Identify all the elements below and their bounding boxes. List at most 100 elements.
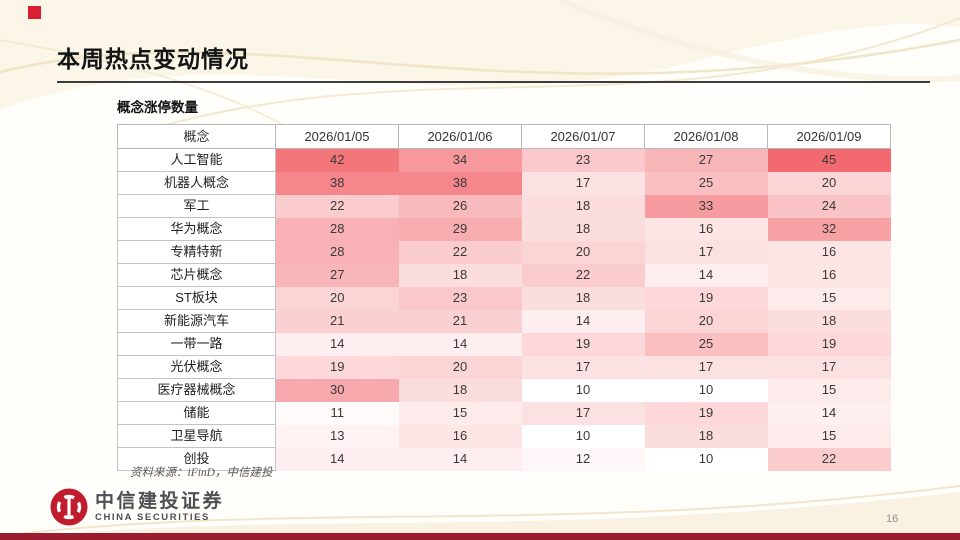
heatmap-cell: 19	[767, 332, 891, 356]
heatmap-cell: 18	[398, 263, 522, 287]
heatmap-cell: 16	[767, 263, 891, 287]
row-label: 芯片概念	[117, 263, 276, 287]
heatmap-cell: 16	[644, 217, 768, 241]
heatmap-cell: 20	[767, 171, 891, 195]
row-label: 卫星导航	[117, 424, 276, 448]
heatmap-cell: 15	[767, 286, 891, 310]
heatmap-cell: 29	[398, 217, 522, 241]
heatmap-cell: 14	[521, 309, 645, 333]
heatmap-cell: 15	[767, 378, 891, 402]
heatmap-cell: 14	[767, 401, 891, 425]
heatmap-cell: 22	[767, 447, 891, 471]
heatmap-cell: 17	[521, 171, 645, 195]
table-row: 新能源汽车 21 21 14 20 18	[117, 309, 891, 333]
table-row: 创投 14 14 12 10 22	[117, 447, 891, 471]
page-number: 16	[886, 513, 899, 525]
column-header-date: 2026/01/08	[644, 124, 768, 149]
heatmap-cell: 38	[275, 171, 399, 195]
table-row: 专精特新 28 22 20 17 16	[117, 240, 891, 264]
heatmap-cell: 16	[767, 240, 891, 264]
heatmap-cell: 24	[767, 194, 891, 218]
heatmap-cell: 25	[644, 171, 768, 195]
heatmap-cell: 28	[275, 240, 399, 264]
heatmap-cell: 45	[767, 148, 891, 172]
table-row: ST板块 20 23 18 19 15	[117, 286, 891, 310]
heatmap-cell: 13	[275, 424, 399, 448]
heatmap-cell: 10	[521, 424, 645, 448]
heatmap-cell: 17	[521, 401, 645, 425]
row-label: 创投	[117, 447, 276, 471]
heatmap-cell: 18	[521, 217, 645, 241]
row-label: ST板块	[117, 286, 276, 310]
brand-logo: 中信建投证券 CHINA SECURITIES	[50, 488, 224, 526]
heatmap-cell: 20	[398, 355, 522, 379]
heatmap-cell: 20	[644, 309, 768, 333]
heatmap-cell: 38	[398, 171, 522, 195]
heatmap-cell: 22	[398, 240, 522, 264]
table-row: 华为概念 28 29 18 16 32	[117, 217, 891, 241]
heatmap-cell: 18	[521, 194, 645, 218]
table-row: 一带一路 14 14 19 25 19	[117, 332, 891, 356]
heatmap-cell: 20	[275, 286, 399, 310]
citic-logo-icon	[50, 488, 88, 526]
heatmap-cell: 11	[275, 401, 399, 425]
column-header-date: 2026/01/09	[767, 124, 891, 149]
table-row: 储能 11 15 17 19 14	[117, 401, 891, 425]
heatmap-cell: 10	[644, 447, 768, 471]
row-label: 储能	[117, 401, 276, 425]
heatmap-cell: 14	[275, 332, 399, 356]
bottom-accent-bar	[0, 533, 960, 540]
heatmap-cell: 14	[398, 447, 522, 471]
table-row: 芯片概念 27 18 22 14 16	[117, 263, 891, 287]
heatmap-cell: 20	[521, 240, 645, 264]
heatmap-cell: 28	[275, 217, 399, 241]
heatmap-cell: 19	[644, 286, 768, 310]
row-label: 人工智能	[117, 148, 276, 172]
heatmap-table: 概念 2026/01/05 2026/01/06 2026/01/07 2026/01/…	[117, 124, 891, 471]
row-label: 一带一路	[117, 332, 276, 356]
heatmap-cell: 17	[521, 355, 645, 379]
heatmap-cell: 19	[521, 332, 645, 356]
brand-name-en: CHINA SECURITIES	[95, 512, 210, 523]
heatmap-cell: 14	[398, 332, 522, 356]
row-label: 专精特新	[117, 240, 276, 264]
brand-accent-square	[28, 6, 41, 19]
source-note: 资料来源：iFinD，中信建投	[130, 467, 273, 479]
heatmap-cell: 33	[644, 194, 768, 218]
heatmap-cell: 10	[644, 378, 768, 402]
heatmap-cell: 19	[644, 401, 768, 425]
table-row: 人工智能 42 34 23 27 45	[117, 148, 891, 172]
table-row: 军工 22 26 18 33 24	[117, 194, 891, 218]
heatmap-cell: 18	[644, 424, 768, 448]
row-label: 机器人概念	[117, 171, 276, 195]
row-label: 医疗器械概念	[117, 378, 276, 402]
table-row: 光伏概念 19 20 17 17 17	[117, 355, 891, 379]
heatmap-cell: 30	[275, 378, 399, 402]
heatmap-cell: 42	[275, 148, 399, 172]
row-label: 华为概念	[117, 217, 276, 241]
heatmap-cell: 27	[275, 263, 399, 287]
heatmap-cell: 14	[275, 447, 399, 471]
heatmap-cell: 34	[398, 148, 522, 172]
heatmap-cell: 14	[644, 263, 768, 287]
table-row: 卫星导航 13 16 10 18 15	[117, 424, 891, 448]
page-title: 本周热点变动情况	[57, 46, 249, 72]
row-label: 光伏概念	[117, 355, 276, 379]
heatmap-cell: 15	[767, 424, 891, 448]
chart-title: 概念涨停数量	[117, 100, 198, 115]
column-header-date: 2026/01/05	[275, 124, 399, 149]
heatmap-cell: 18	[521, 286, 645, 310]
row-label: 新能源汽车	[117, 309, 276, 333]
table-row: 医疗器械概念 30 18 10 10 15	[117, 378, 891, 402]
heatmap-cell: 16	[398, 424, 522, 448]
heatmap-cell: 19	[275, 355, 399, 379]
heatmap-table-wrapper: 概念 2026/01/05 2026/01/06 2026/01/07 2026/01/…	[117, 124, 891, 471]
heatmap-cell: 26	[398, 194, 522, 218]
column-header-date: 2026/01/07	[521, 124, 645, 149]
heatmap-cell: 32	[767, 217, 891, 241]
column-header-date: 2026/01/06	[398, 124, 522, 149]
heatmap-cell: 18	[398, 378, 522, 402]
title-underline	[57, 81, 930, 83]
heatmap-cell: 25	[644, 332, 768, 356]
